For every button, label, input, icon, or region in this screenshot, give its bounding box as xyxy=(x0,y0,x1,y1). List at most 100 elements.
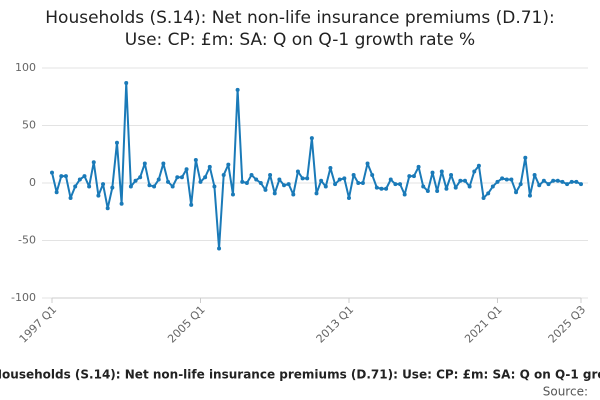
data-point xyxy=(388,177,393,182)
data-point xyxy=(439,169,444,174)
data-point xyxy=(518,182,523,187)
data-point xyxy=(212,184,217,189)
data-point xyxy=(59,174,64,179)
data-point xyxy=(449,172,454,177)
data-point xyxy=(346,195,351,200)
data-point xyxy=(124,80,129,85)
data-point xyxy=(319,178,324,183)
x-tick-label: 2005 Q1 xyxy=(165,303,208,346)
data-point xyxy=(421,184,426,189)
data-point xyxy=(133,178,138,183)
data-point xyxy=(337,177,342,182)
data-point xyxy=(170,184,175,189)
data-point xyxy=(82,174,87,179)
data-point xyxy=(416,164,421,169)
series-line xyxy=(51,81,582,250)
data-point xyxy=(91,160,96,165)
data-point xyxy=(152,184,157,189)
data-point xyxy=(63,174,68,179)
data-point xyxy=(574,179,579,184)
x-tick-label: 1997 Q1 xyxy=(17,303,60,346)
data-point xyxy=(551,178,556,183)
data-point xyxy=(110,185,115,190)
data-point xyxy=(384,186,389,191)
data-point xyxy=(249,172,254,177)
data-point xyxy=(458,178,463,183)
chart-title: Use: CP: £m: SA: Q on Q-1 growth rate % xyxy=(125,30,475,50)
data-point xyxy=(402,192,407,197)
data-point xyxy=(286,182,291,187)
data-point xyxy=(565,182,570,187)
data-point xyxy=(291,192,296,197)
data-point xyxy=(309,136,314,141)
data-point xyxy=(569,179,574,184)
data-point xyxy=(138,175,143,180)
data-point xyxy=(217,246,222,251)
data-point xyxy=(555,178,560,183)
chart-title: Households (S.14): Net non-life insuranc… xyxy=(45,8,554,28)
data-point xyxy=(453,185,458,190)
data-point xyxy=(184,167,189,172)
data-point xyxy=(356,181,361,185)
data-point xyxy=(295,169,300,174)
data-point xyxy=(523,155,528,160)
data-point xyxy=(119,201,124,206)
data-point xyxy=(370,172,375,177)
data-point xyxy=(240,179,245,184)
data-point xyxy=(101,182,106,187)
data-point xyxy=(398,182,403,187)
data-point xyxy=(207,164,212,169)
data-point xyxy=(105,206,110,211)
footer: Households (S.14): Net non-life insuranc… xyxy=(0,368,600,382)
data-point xyxy=(462,178,467,183)
data-point xyxy=(430,170,435,175)
data-point xyxy=(77,177,82,182)
data-point xyxy=(486,191,491,196)
y-tick-label: 0 xyxy=(29,176,36,189)
data-point xyxy=(272,191,277,196)
data-point xyxy=(323,184,328,189)
data-point xyxy=(221,172,226,177)
data-point xyxy=(532,172,537,177)
y-tick-label: 50 xyxy=(22,119,36,132)
data-point xyxy=(147,183,152,188)
data-point xyxy=(365,161,370,166)
data-point xyxy=(509,177,514,182)
data-point xyxy=(374,185,379,190)
data-point xyxy=(175,175,180,180)
data-point xyxy=(435,189,440,194)
data-point xyxy=(379,186,384,191)
data-point xyxy=(156,177,161,182)
data-point xyxy=(282,183,287,188)
data-point xyxy=(476,163,481,168)
data-point xyxy=(73,184,78,189)
data-point xyxy=(230,192,235,197)
x-tick-label: 2013 Q1 xyxy=(314,303,357,346)
data-point xyxy=(300,176,305,181)
data-point xyxy=(490,184,495,189)
data-point xyxy=(277,177,282,182)
data-point xyxy=(411,174,416,179)
data-point xyxy=(546,182,551,187)
data-point xyxy=(537,183,542,188)
data-point xyxy=(467,184,472,189)
data-point xyxy=(203,175,208,180)
data-point xyxy=(579,182,583,187)
data-point xyxy=(166,179,171,184)
x-tick-label: 2021 Q1 xyxy=(462,303,505,346)
data-point xyxy=(179,175,184,180)
y-tick-label: -50 xyxy=(18,234,36,247)
data-point xyxy=(527,193,532,198)
data-point xyxy=(514,190,519,195)
data-point xyxy=(541,178,546,183)
data-point xyxy=(425,189,430,194)
data-point xyxy=(68,195,73,200)
y-tick-label: 100 xyxy=(15,61,36,74)
y-tick-label: -100 xyxy=(11,291,36,304)
data-point xyxy=(500,176,505,181)
source: Source: xyxy=(543,385,588,399)
data-point xyxy=(54,190,59,195)
data-point xyxy=(393,182,398,187)
data-point xyxy=(189,202,194,207)
